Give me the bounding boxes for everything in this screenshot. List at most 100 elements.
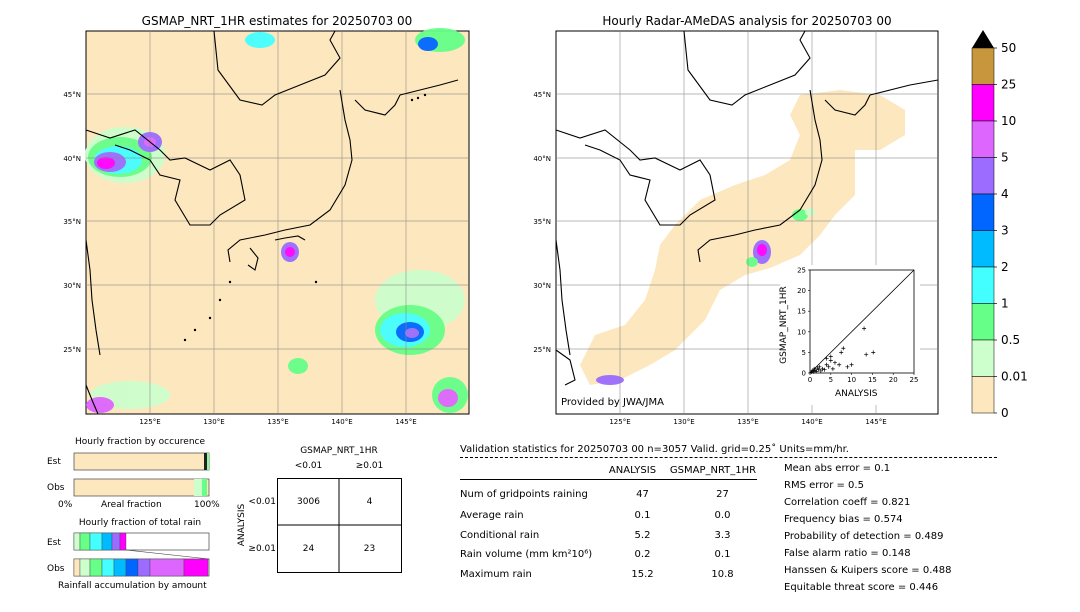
scatter-point <box>820 366 825 371</box>
occurrence-axis-left: 0% <box>58 500 73 510</box>
colorbar-label: 4 <box>1001 187 1009 201</box>
score-hk: Hanssen & Kuipers score = 0.488 <box>784 565 952 576</box>
scatter-point <box>818 368 823 373</box>
score-far: False alarm ratio = 0.148 <box>784 548 911 559</box>
scatter-point <box>822 367 827 372</box>
colorbar-label: 0 <box>1001 406 1009 420</box>
occurrence-axis-right: 100% <box>194 500 220 510</box>
occurrence-title: Hourly fraction by occurence <box>74 437 206 447</box>
total-bars <box>73 532 210 577</box>
scatter-point <box>841 346 846 351</box>
occurrence-row-est: Est <box>47 457 61 467</box>
colorbar-label: 0.01 <box>1001 370 1028 384</box>
colorbar-label: 10 <box>1001 114 1016 128</box>
left-lon-135: 135°E <box>267 418 288 426</box>
scatter-inset: 0 5 10 15 20 25 0 5 10 15 20 25 <box>780 265 920 405</box>
score-frequency-bias: Frequency bias = 0.574 <box>784 514 903 525</box>
right-map: 45°N 40°N 35°N 30°N 25°N 125°E 130°E 135… <box>533 30 939 426</box>
right-map-title: Hourly Radar-AMeDAS analysis for 2025070… <box>602 14 892 28</box>
validation-row-gsmap: 27 <box>716 489 729 500</box>
score-rms-error: RMS error = 0.5 <box>784 480 864 491</box>
contingency-col-ge: ≥0.01 <box>355 461 384 471</box>
validation-row-gsmap: 0.0 <box>714 510 731 521</box>
colorbar-segment <box>971 120 995 158</box>
scatter-xtick-label: 5 <box>829 376 833 384</box>
scatter-point <box>817 364 822 369</box>
left-lat-35: 35°N <box>63 218 81 226</box>
scatter-point <box>830 366 835 371</box>
occurrence-bars <box>73 452 210 497</box>
scatter-point <box>832 360 837 365</box>
validation-row-label: Average rain <box>460 510 524 521</box>
validation-row-label: Rain volume (mm km²10⁶) <box>460 549 593 560</box>
validation-col-gsmap: GSMAP_NRT_1HR <box>669 465 757 476</box>
validation-col-analysis: ANALYSIS <box>608 465 657 476</box>
colorbar-segment <box>971 47 995 85</box>
contingency-cell-01: 4 <box>366 497 373 507</box>
colorbar-segment <box>971 303 995 341</box>
colorbar-label: 2 <box>1001 260 1009 274</box>
score-ets: Equitable threat score = 0.446 <box>784 582 939 593</box>
scatter-point <box>824 362 829 367</box>
validation-row-analysis: 0.2 <box>634 549 651 560</box>
validation-row-gsmap: 0.1 <box>714 549 731 560</box>
colorbar-extend-arrow <box>972 30 994 48</box>
scatter-plot-area: 0 5 10 15 20 25 0 5 10 15 20 25 <box>797 267 918 385</box>
validation-row-label: Conditional rain <box>460 530 540 541</box>
scatter-ytick-label: 25 <box>797 267 806 275</box>
validation-row-analysis: 5.2 <box>634 530 651 541</box>
validation-row-analysis: 15.2 <box>631 569 654 580</box>
scatter-point <box>826 364 831 369</box>
validation-divider <box>460 457 997 458</box>
left-lon-145: 145°E <box>395 418 416 426</box>
right-lon-145: 145°E <box>865 418 886 426</box>
right-lat-25: 25°N <box>533 346 551 354</box>
right-lon-125: 125°E <box>609 418 630 426</box>
scatter-point <box>845 364 850 369</box>
occurrence-axis-mid: Areal fraction <box>101 500 162 510</box>
right-lon-130: 130°E <box>673 418 694 426</box>
colorbar-label: 50 <box>1001 41 1016 55</box>
scatter-point <box>828 354 833 359</box>
scatter-point <box>849 362 854 367</box>
scatter-point <box>828 358 833 363</box>
contingency-cell-00: 3006 <box>297 497 320 507</box>
scatter-point <box>814 369 819 374</box>
total-row-obs: Obs <box>47 564 65 574</box>
left-lon-125: 125°E <box>139 418 160 426</box>
validation-header: Validation statistics for 20250703 00 n=… <box>460 444 849 455</box>
colorbar-label: 0.5 <box>1001 333 1020 347</box>
scatter-point <box>837 362 842 367</box>
scatter-ytick-label: 5 <box>802 349 806 357</box>
colorbar-segment <box>971 376 995 414</box>
right-map-credit: Provided by JWA/JMA <box>561 397 664 408</box>
contingency-cell-11: 23 <box>363 544 376 554</box>
validation-row-label: Maximum rain <box>460 569 532 580</box>
right-lon-140: 140°E <box>801 418 822 426</box>
left-lat-30: 30°N <box>63 282 81 290</box>
left-lon-140: 140°E <box>331 418 352 426</box>
right-lat-30: 30°N <box>533 282 551 290</box>
scatter-ylabel: GSMAP_NRT_1HR <box>779 286 789 364</box>
scatter-ytick-label: 15 <box>797 308 806 316</box>
left-lat-45: 45°N <box>63 91 81 99</box>
contingency-row-lt: <0.01 <box>248 497 276 507</box>
contingency-cell-10: 24 <box>302 544 315 554</box>
validation-row-gsmap: 3.3 <box>714 530 731 541</box>
scatter-xtick-label: 20 <box>889 376 898 384</box>
scatter-diagonal <box>809 269 915 374</box>
total-footer: Rainfall accumulation by amount <box>58 581 207 591</box>
scatter-xtick-label: 10 <box>847 376 856 384</box>
left-lat-40: 40°N <box>63 155 81 163</box>
colorbar-segment <box>971 193 995 231</box>
total-row-est: Est <box>47 538 61 548</box>
left-map: 45°N 40°N 35°N 30°N 25°N 125°E 130°E 135… <box>63 28 470 426</box>
scatter-point <box>816 367 821 372</box>
colorbar: 50 25 10 5 4 3 2 1 0.5 0.01 0 <box>971 30 1028 420</box>
left-lat-25: 25°N <box>63 346 81 354</box>
total-title: Hourly fraction of total rain <box>78 518 202 528</box>
scatter-point <box>871 350 876 355</box>
scatter-ytick-label: 0 <box>802 370 806 378</box>
right-lat-45: 45°N <box>533 91 551 99</box>
scatter-xtick-label: 0 <box>808 376 812 384</box>
